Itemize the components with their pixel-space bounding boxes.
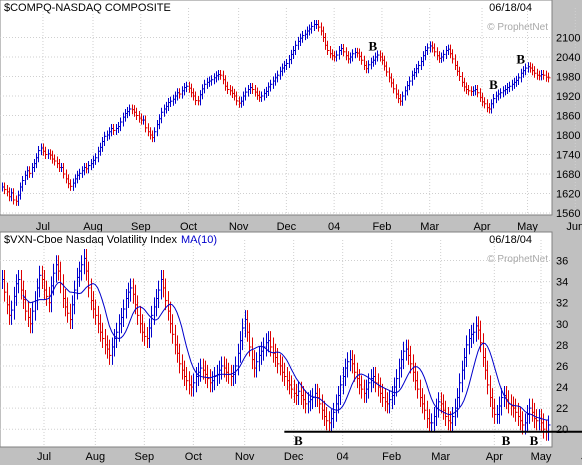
x-tick-label-nov: Nov <box>235 451 255 463</box>
x-tick-label-jun: Jun <box>566 221 582 233</box>
y-tick-label: 1860 <box>556 111 580 123</box>
x-tick-label-aug: Aug <box>86 451 106 463</box>
annotation-b-1: B <box>489 77 498 92</box>
top-watermark: © ProphetNet <box>487 22 548 33</box>
y-tick-label: 1680 <box>556 169 580 181</box>
x-tick-label-nov: Nov <box>229 221 249 233</box>
x-tick-label-feb: Feb <box>372 221 391 233</box>
top-plot-area <box>0 0 553 216</box>
top-y-gridlines <box>0 37 552 214</box>
y-tick-label: 26 <box>556 361 568 373</box>
bottom-panel-title: $VXN-Cboe Nasdaq Volatility Index <box>4 234 178 246</box>
x-tick-label-oct: Oct <box>180 221 197 233</box>
annotation-b-0: B <box>294 433 303 448</box>
x-tick-label-aug: Aug <box>83 221 103 233</box>
bottom-y-axis-labels: 36 34 32 30 28 26 24 22 20 <box>556 256 568 437</box>
x-tick-label-mar: Mar <box>431 451 450 463</box>
y-tick-label: 22 <box>556 403 568 415</box>
top-y-axis-labels: 2100 2040 1980 1920 1860 1800 1740 1680 1620 1560 <box>556 33 580 221</box>
x-tick-label-oct: Oct <box>185 451 202 463</box>
x-tick-label-apr: Apr <box>473 221 490 233</box>
bottom-watermark: © ProphetNet <box>487 254 548 265</box>
y-tick-label: 1740 <box>556 150 580 162</box>
y-tick-label: 24 <box>556 382 568 394</box>
x-tick-label-dec: Dec <box>277 221 297 233</box>
top-x-axis-labels: Jul Aug Sep Oct Nov Dec 04 Feb Mar Apr May Jun <box>36 221 582 233</box>
top-price-bars <box>2 19 551 206</box>
x-tick-label-may: May <box>531 451 552 463</box>
y-tick-label: 30 <box>556 319 568 331</box>
x-tick-label-apr: Apr <box>486 451 503 463</box>
bottom-panel-date: 06/18/04 <box>489 234 532 246</box>
y-tick-label: 32 <box>556 298 568 310</box>
bottom-annotations: BBBA <box>294 433 539 448</box>
x-tick-label-jul: Jul <box>37 451 51 463</box>
y-tick-label: 1800 <box>556 130 580 142</box>
x-tick-label-feb: Feb <box>382 451 401 463</box>
y-tick-label: 1560 <box>556 208 580 220</box>
annotation-b-0: B <box>368 38 377 53</box>
x-tick-label-mar: Mar <box>420 221 439 233</box>
y-tick-label: 34 <box>556 277 568 289</box>
top-panel: $COMPQ-NASDAQ COMPOSITE 06/18/04 © Proph… <box>0 0 580 220</box>
annotation-b-2: B <box>516 51 525 66</box>
x-tick-label-sep: Sep <box>135 451 155 463</box>
ma10-line <box>22 281 549 421</box>
x-tick-label-04: 04 <box>337 451 349 463</box>
y-tick-label: 1920 <box>556 91 580 103</box>
bottom-plot-area <box>0 231 553 448</box>
x-tick-label-dec: Dec <box>284 451 304 463</box>
y-tick-label: 1620 <box>556 189 580 201</box>
y-tick-label: 36 <box>556 256 568 268</box>
bottom-price-bars <box>2 248 551 441</box>
y-tick-label: 2040 <box>556 52 580 64</box>
bottom-panel: $VXN-Cboe Nasdaq Volatility Index MA(10)… <box>0 231 582 448</box>
top-panel-date: 06/18/04 <box>489 2 532 14</box>
x-tick-label-04: 04 <box>328 221 340 233</box>
top-annotations: B B B <box>368 38 525 91</box>
annotation-b-1: B <box>502 433 511 448</box>
x-tick-label-sep: Sep <box>131 221 151 233</box>
y-tick-label: 1980 <box>556 72 580 84</box>
x-tick-label-jul: Jul <box>36 221 50 233</box>
y-tick-label: 28 <box>556 340 568 352</box>
y-tick-label: 20 <box>556 424 568 436</box>
x-tick-label-may: May <box>517 221 538 233</box>
top-panel-title: $COMPQ-NASDAQ COMPOSITE <box>4 2 171 14</box>
y-tick-label: 2100 <box>556 33 580 45</box>
bottom-panel-indicator: MA(10) <box>181 234 217 246</box>
annotation-b-2: B <box>530 433 539 448</box>
